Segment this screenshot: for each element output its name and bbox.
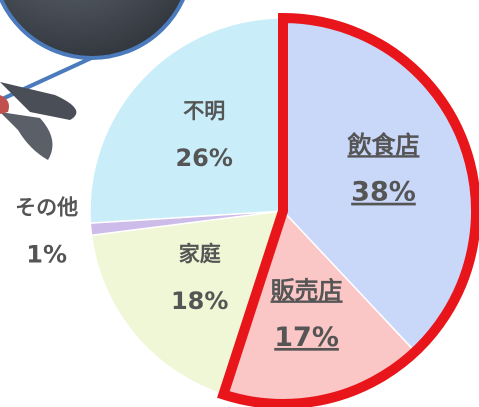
slice-label: 販売店 xyxy=(271,276,343,304)
slice-value-label: 1% xyxy=(26,240,67,268)
slice-label: 飲食店 xyxy=(346,131,419,159)
pie: 飲食店 38% 販売店 17% 家庭 18% その他 1% 不明 26% xyxy=(15,18,476,404)
page: {"chart_data": {"type": "pie", "categori… xyxy=(0,0,479,407)
chart: 飲食店 38% 販売店 17% 家庭 18% その他 1% 不明 26% xyxy=(0,0,479,407)
slice-label: 家庭 xyxy=(179,242,221,266)
lens xyxy=(0,0,192,58)
moth-wing xyxy=(0,112,53,160)
slice-value-label: 26% xyxy=(175,144,232,172)
slice-value-label: 17% xyxy=(274,322,339,353)
slice-value-label: 38% xyxy=(351,177,416,208)
slice-value-label: 18% xyxy=(171,287,228,315)
slice-label: その他 xyxy=(15,195,78,219)
slice-label: 不明 xyxy=(183,99,225,123)
